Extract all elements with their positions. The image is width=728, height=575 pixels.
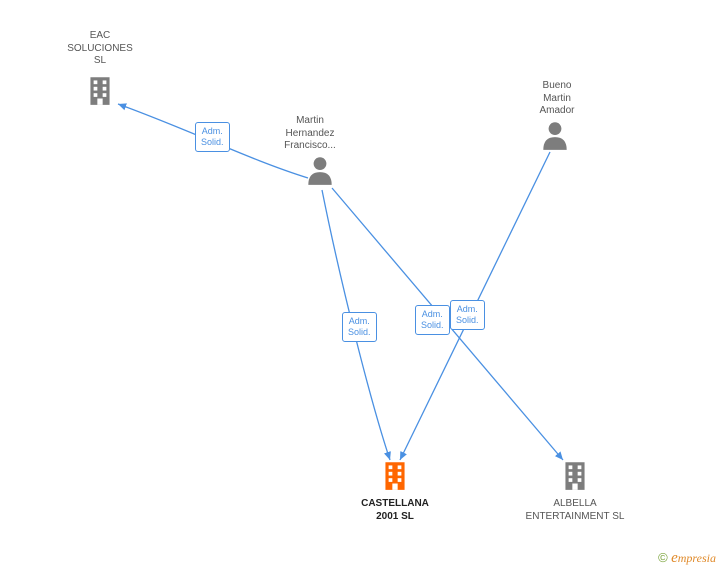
brand-logo: empresia — [671, 551, 716, 565]
node-label-albella: ALBELLA ENTERTAINMENT SL — [515, 498, 635, 523]
edge-label-0: Adm. Solid. — [195, 122, 230, 152]
node-label-martin: Martin Hernandez Francisco... — [250, 115, 370, 153]
watermark: © empresia — [658, 550, 716, 567]
edge-label-3: Adm. Solid. — [415, 305, 450, 335]
edge-label-1: Adm. Solid. — [342, 312, 377, 342]
node-label-bueno: Bueno Martin Amador — [497, 80, 617, 118]
node-label-castellana: CASTELLANA 2001 SL — [335, 498, 455, 523]
copyright-symbol: © — [658, 550, 668, 565]
edge-label-2: Adm. Solid. — [450, 300, 485, 330]
node-label-eac: EAC SOLUCIONES SL — [40, 30, 160, 68]
